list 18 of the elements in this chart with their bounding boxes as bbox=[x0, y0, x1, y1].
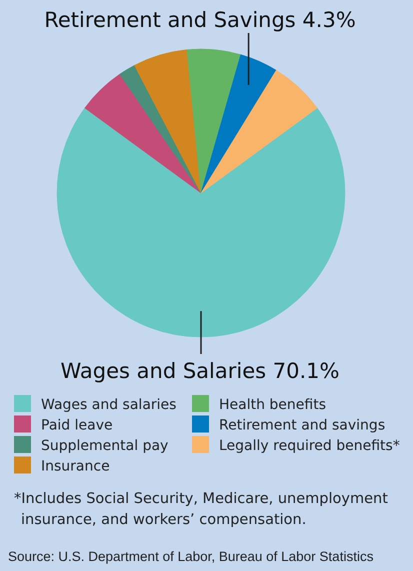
text: *Includes Social Security, Medicare, unemployment insurance, and workers’ compensation. bbox=[14, 491, 388, 528]
legend-label: Retirement and savings bbox=[219, 418, 386, 434]
pie-slice bbox=[186, 48, 241, 194]
pie-slice bbox=[119, 65, 202, 194]
legend-label: Supplemental pay bbox=[41, 438, 168, 454]
legend-label: Wages and salaries bbox=[41, 397, 176, 413]
pie-slice bbox=[56, 108, 346, 338]
legend-label: Insurance bbox=[41, 458, 110, 474]
legend-label: Paid leave bbox=[41, 418, 113, 434]
pie-slice bbox=[134, 49, 202, 194]
pie-slice bbox=[84, 74, 202, 194]
pie-slice bbox=[200, 70, 318, 194]
legend-label: Health benefits bbox=[219, 397, 326, 413]
data-label: Retirement and Savings 4.3% bbox=[44, 8, 356, 32]
source-note: Source: U.S. Department of Labor, Bureau of Labor Statistics bbox=[8, 549, 374, 564]
pie-slice bbox=[200, 54, 276, 194]
data-label: Wages and Salaries 70.1% bbox=[60, 359, 340, 383]
legend-label: Legally required benefits* bbox=[219, 438, 400, 454]
